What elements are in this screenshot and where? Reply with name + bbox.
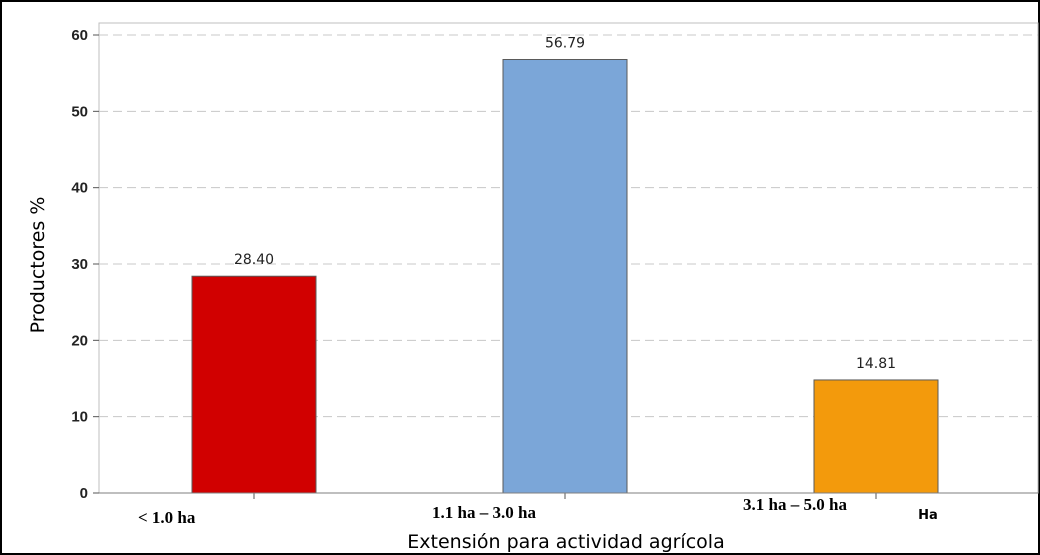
y-tick-label: 60: [71, 27, 88, 44]
y-tick-label: 0: [80, 485, 88, 502]
data-labels: 28.40 56.79 14.81: [234, 36, 896, 372]
x-axis: < 1.0 ha 1.1 ha – 3.0 ha 3.1 ha – 5.0 ha: [99, 492, 1038, 527]
y-tick-label: 10: [71, 409, 88, 426]
data-label: 56.79: [545, 36, 585, 52]
data-label: 14.81: [856, 356, 896, 372]
y-tick-label: 30: [71, 256, 88, 273]
y-axis-title: Productores %: [27, 197, 49, 334]
bar: [502, 59, 628, 494]
bars: [191, 59, 939, 494]
y-axis: 0 10 20 30 40 50 60: [71, 27, 99, 502]
x-tick-label: 3.1 ha – 5.0 ha: [743, 495, 847, 514]
data-label: 28.40: [234, 252, 274, 268]
x-axis-title: Extensión para actividad agrícola: [407, 531, 724, 553]
x-tick-label: 1.1 ha – 3.0 ha: [432, 503, 536, 522]
bar: [813, 379, 939, 494]
y-tick-label: 40: [71, 180, 88, 197]
y-tick-label: 20: [71, 332, 88, 349]
bar: [191, 275, 317, 494]
x-tick-label: < 1.0 ha: [138, 508, 196, 527]
x-extra-label: Ha: [918, 508, 938, 523]
y-tick-label: 50: [71, 103, 88, 120]
